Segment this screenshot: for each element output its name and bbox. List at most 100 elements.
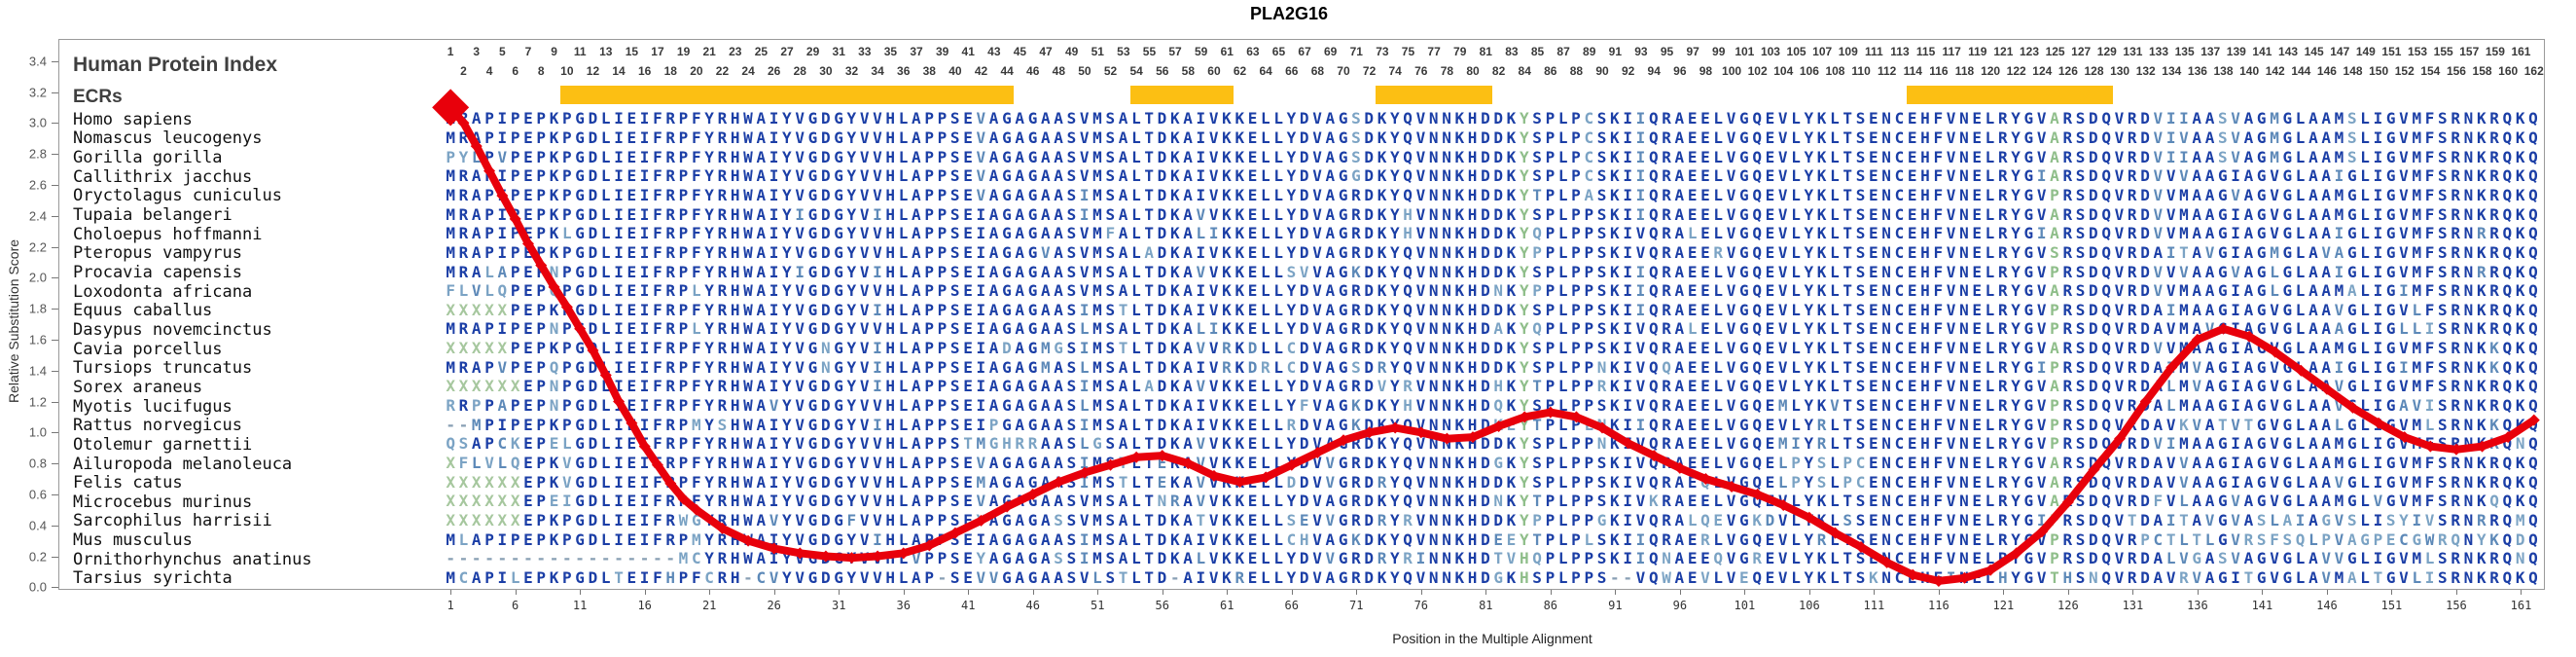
residue-cell: S <box>1066 166 1077 186</box>
residue-cell: S <box>1105 396 1116 416</box>
residue-cell: S <box>2438 300 2448 319</box>
residue-cell: P <box>924 415 934 434</box>
residue-cell: H <box>885 242 896 262</box>
residue-cell: R <box>717 377 728 396</box>
residue-cell: Y <box>782 434 792 454</box>
residue-cell: A <box>1118 357 1128 377</box>
residue-cell: C <box>1894 109 1905 128</box>
residue-cell: D <box>1299 128 1309 147</box>
residue-cell: Q <box>2528 300 2538 319</box>
residue-cell: E <box>1765 147 1775 166</box>
residue-cell: M <box>2412 339 2422 358</box>
residue-cell: L <box>1273 339 1283 358</box>
residue-cell: Y <box>1519 319 1529 339</box>
residue-cell: L <box>1273 529 1283 549</box>
residue-cell: R <box>1662 339 1671 358</box>
residue-cell: V <box>1377 377 1387 396</box>
residue-cell: S <box>1855 415 1866 434</box>
residue-cell: I <box>769 300 779 319</box>
residue-cell: E <box>963 415 973 434</box>
residue-cell: N <box>1442 567 1451 587</box>
residue-cell: C <box>1894 549 1905 568</box>
residue-cell: A <box>756 204 767 224</box>
residue-cell: K <box>1454 396 1465 416</box>
residue-cell: I <box>2165 300 2176 319</box>
residue-cell: R <box>2489 549 2499 568</box>
residue-cell: R <box>1351 319 1361 339</box>
residue-cell: V <box>2192 377 2202 396</box>
residue-cell: A <box>1015 185 1025 204</box>
residue-cell: V <box>2036 434 2047 454</box>
residue-cell: T <box>1532 415 1542 434</box>
residue-cell: R <box>2127 128 2137 147</box>
residue-cell: E <box>1247 281 1258 301</box>
residue-cell: A <box>2243 262 2254 281</box>
top-index-number: 26 <box>768 64 781 78</box>
residue-cell: R <box>1351 492 1361 511</box>
residue-cell: T <box>1843 339 1853 358</box>
residue-cell: P <box>510 204 520 224</box>
residue-cell: L <box>1985 454 1995 472</box>
residue-cell: V <box>2399 147 2409 166</box>
residue-cell: N <box>1428 128 1439 147</box>
residue-cell: R <box>1997 204 2008 224</box>
residue-cell: L <box>1273 185 1283 204</box>
residue-cell: D <box>588 492 598 511</box>
residue-cell: A <box>1183 567 1193 587</box>
residue-cell: A <box>2308 300 2318 319</box>
residue-cell: L <box>1713 567 1724 587</box>
residue-cell: K <box>1610 128 1620 147</box>
residue-cell: G <box>1739 319 1749 339</box>
residue-cell: G <box>834 147 843 166</box>
residue-cell: Y <box>782 529 792 549</box>
residue-cell: R <box>2476 224 2487 243</box>
residue-cell: V <box>2114 434 2125 454</box>
residue-cell: G <box>834 529 843 549</box>
residue-cell: I <box>2399 281 2409 301</box>
residue-cell: S <box>2438 472 2448 492</box>
residue-cell: I <box>1635 262 1646 281</box>
residue-cell: I <box>2231 454 2240 472</box>
residue-cell: A <box>1674 339 1685 358</box>
residue-cell: Y <box>1804 567 1814 587</box>
residue-cell: R <box>1662 396 1671 416</box>
residue-cell: K <box>2515 319 2525 339</box>
residue-cell: K <box>1377 242 1387 262</box>
residue-cell: - <box>562 549 572 568</box>
residue-cell: I <box>2373 300 2383 319</box>
species-name: Pteropus vampyrus <box>73 243 242 264</box>
residue-cell: V <box>1208 396 1219 416</box>
residue-cell: Y <box>846 472 857 492</box>
species-name: Dasypus novemcinctus <box>73 319 272 340</box>
residue-cell: L <box>2412 567 2422 587</box>
residue-cell: Q <box>1752 281 1762 301</box>
residue-cell: D <box>1299 549 1309 568</box>
residue-cell: K <box>1506 224 1517 243</box>
residue-cell: Y <box>1286 242 1297 262</box>
residue-cell: E <box>1247 109 1258 128</box>
residue-cell: K <box>1610 300 1620 319</box>
residue-cell: C <box>1894 166 1905 186</box>
residue-cell: S <box>1066 567 1077 587</box>
residue-cell: V <box>1312 319 1322 339</box>
residue-cell: R <box>665 128 676 147</box>
residue-cell: L <box>1557 472 1568 492</box>
residue-cell: L <box>1273 262 1283 281</box>
residue-cell: V <box>1777 147 1788 166</box>
residue-cell: L <box>600 109 611 128</box>
residue-cell: S <box>1596 262 1607 281</box>
residue-cell: E <box>1765 204 1775 224</box>
residue-cell: A <box>1118 262 1128 281</box>
residue-cell: G <box>2385 567 2396 587</box>
residue-cell: E <box>1907 147 1917 166</box>
residue-cell: P <box>1791 454 1801 472</box>
residue-cell: D <box>820 434 831 454</box>
residue-cell: G <box>575 300 585 319</box>
residue-cell: A <box>1183 300 1193 319</box>
residue-cell: R <box>458 204 469 224</box>
residue-cell: P <box>510 185 520 204</box>
residue-cell: D <box>1364 262 1375 281</box>
residue-cell: G <box>1027 300 1038 319</box>
residue-cell: F <box>691 204 701 224</box>
residue-cell: R <box>665 242 676 262</box>
